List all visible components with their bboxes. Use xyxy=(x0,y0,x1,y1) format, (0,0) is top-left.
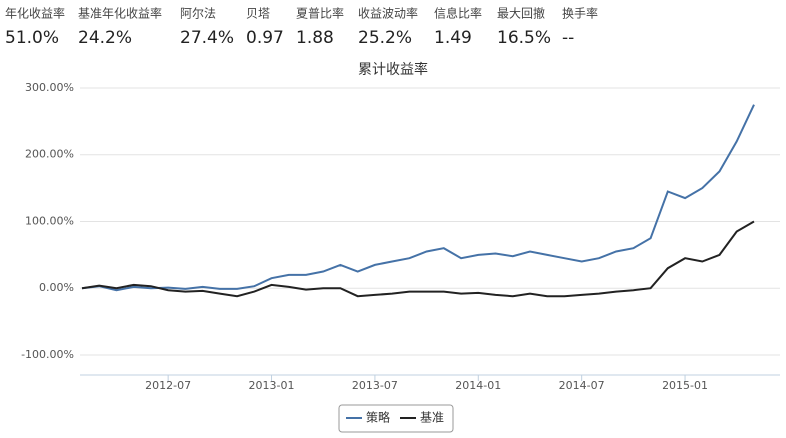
stat-label: 阿尔法 xyxy=(180,6,216,21)
stat-label: 信息比率 xyxy=(434,6,482,21)
stat-value: 16.5% xyxy=(497,28,551,48)
stat-label: 夏普比率 xyxy=(296,6,344,21)
x-tick-label: 2015-01 xyxy=(662,379,708,392)
stat-value: 1.88 xyxy=(296,28,334,48)
stat-label: 换手率 xyxy=(562,6,598,21)
stat-label: 年化收益率 xyxy=(5,6,65,21)
y-tick-label: 0.00% xyxy=(39,281,74,294)
x-tick-label: 2013-01 xyxy=(249,379,295,392)
series-line xyxy=(81,220,755,298)
stat-value: -- xyxy=(562,28,574,48)
stat-label: 基准年化收益率 xyxy=(78,6,162,21)
legend-label[interactable]: 基准 xyxy=(420,411,444,425)
stat-value: 51.0% xyxy=(5,28,59,48)
x-tick-label: 2014-07 xyxy=(559,379,605,392)
stat-value: 0.97 xyxy=(246,28,284,48)
stat-value: 27.4% xyxy=(180,28,234,48)
y-tick-label: 300.00% xyxy=(25,81,74,94)
stat-value: 24.2% xyxy=(78,28,132,48)
legend-label[interactable]: 策略 xyxy=(366,410,390,425)
stat-value: 1.49 xyxy=(434,28,472,48)
stat-label: 最大回撤 xyxy=(497,6,545,21)
y-tick-label: -100.00% xyxy=(21,348,74,361)
stat-label: 收益波动率 xyxy=(358,6,418,21)
y-tick-label: 100.00% xyxy=(25,214,74,227)
x-tick-label: 2013-07 xyxy=(352,379,398,392)
legend-box xyxy=(338,404,454,433)
x-tick-label: 2014-01 xyxy=(455,379,501,392)
stat-value: 25.2% xyxy=(358,28,412,48)
y-tick-label: 200.00% xyxy=(25,148,74,161)
chart-title: 累计收益率 xyxy=(358,61,428,78)
stat-label: 贝塔 xyxy=(246,7,270,21)
x-tick-label: 2012-07 xyxy=(145,379,191,392)
series-line xyxy=(81,104,755,292)
